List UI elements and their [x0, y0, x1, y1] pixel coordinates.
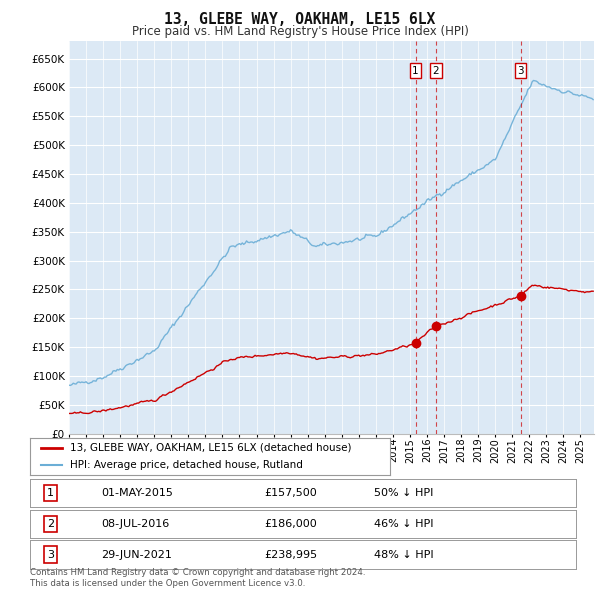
Text: 2: 2	[47, 519, 55, 529]
Text: 01-MAY-2015: 01-MAY-2015	[101, 489, 173, 498]
Text: 08-JUL-2016: 08-JUL-2016	[101, 519, 169, 529]
Text: 2: 2	[433, 65, 439, 76]
Text: 50% ↓ HPI: 50% ↓ HPI	[374, 489, 433, 498]
Text: Contains HM Land Registry data © Crown copyright and database right 2024.
This d: Contains HM Land Registry data © Crown c…	[30, 568, 365, 588]
Text: 3: 3	[47, 550, 54, 559]
Text: HPI: Average price, detached house, Rutland: HPI: Average price, detached house, Rutl…	[70, 460, 302, 470]
Text: £186,000: £186,000	[265, 519, 317, 529]
Text: 1: 1	[47, 489, 54, 498]
Text: £238,995: £238,995	[265, 550, 318, 559]
Text: 1: 1	[412, 65, 419, 76]
Text: 48% ↓ HPI: 48% ↓ HPI	[374, 550, 434, 559]
Text: Price paid vs. HM Land Registry's House Price Index (HPI): Price paid vs. HM Land Registry's House …	[131, 25, 469, 38]
Text: 13, GLEBE WAY, OAKHAM, LE15 6LX: 13, GLEBE WAY, OAKHAM, LE15 6LX	[164, 12, 436, 27]
Text: 46% ↓ HPI: 46% ↓ HPI	[374, 519, 433, 529]
Text: 13, GLEBE WAY, OAKHAM, LE15 6LX (detached house): 13, GLEBE WAY, OAKHAM, LE15 6LX (detache…	[70, 443, 351, 453]
Text: 29-JUN-2021: 29-JUN-2021	[101, 550, 172, 559]
Text: 3: 3	[517, 65, 524, 76]
Text: £157,500: £157,500	[265, 489, 317, 498]
